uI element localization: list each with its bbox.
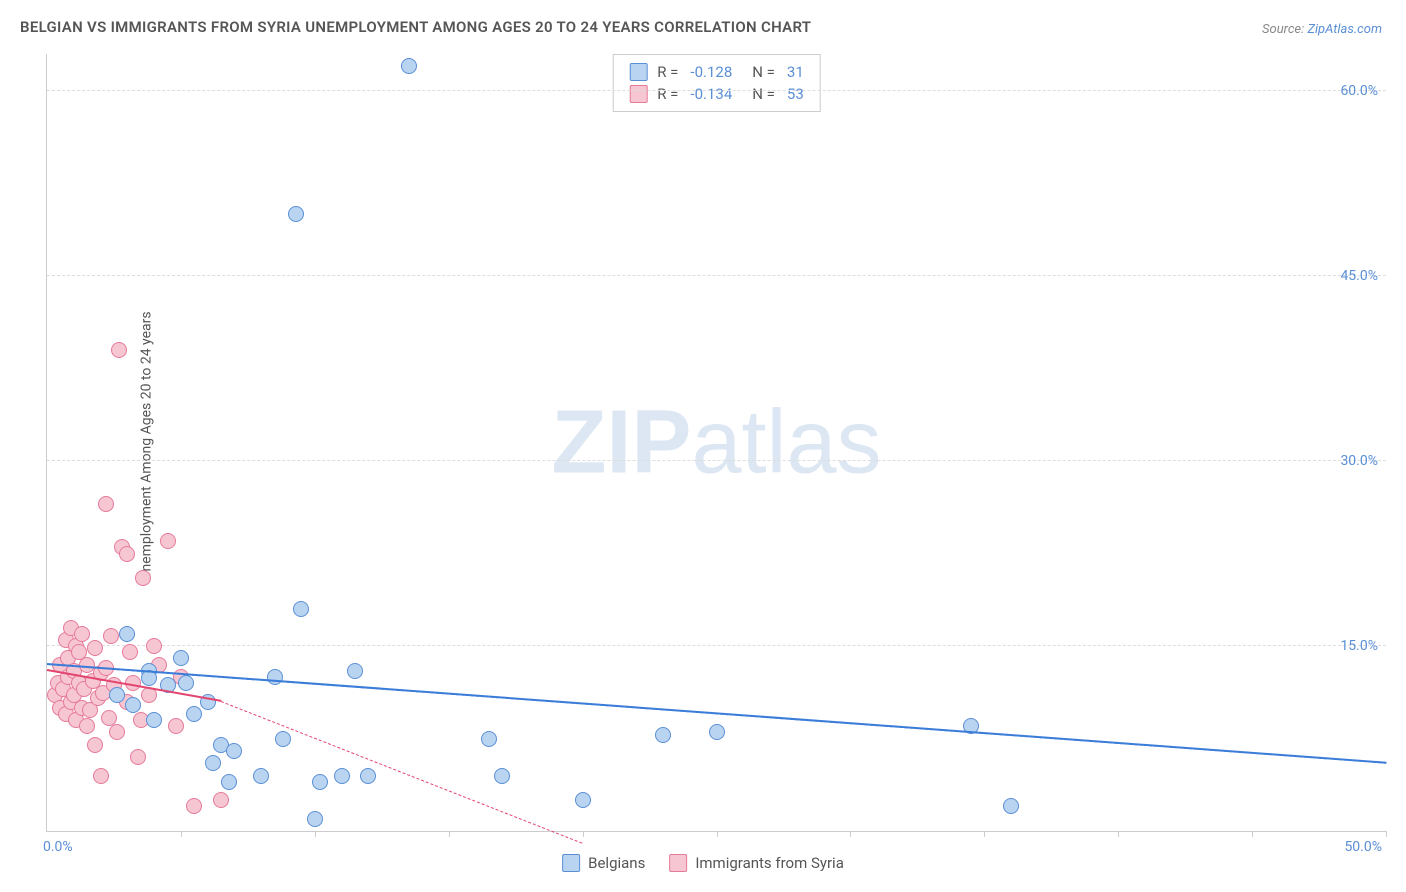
source-link[interactable]: ZipAtlas.com (1307, 22, 1382, 37)
data-point (74, 626, 90, 642)
series-legend: Belgians Immigrants from Syria (562, 854, 844, 872)
watermark: ZIPatlas (551, 391, 881, 494)
data-point (205, 755, 221, 771)
x-axis-origin-label: 0.0% (43, 839, 73, 855)
data-point (213, 792, 229, 808)
stats-swatch-belgians (629, 63, 647, 81)
x-tick (717, 831, 718, 837)
data-point (288, 206, 304, 222)
stats-n-label: N = (752, 63, 775, 81)
data-point (186, 798, 202, 814)
data-point (186, 706, 202, 722)
stats-n-value: 53 (787, 85, 804, 103)
x-tick (984, 831, 985, 837)
y-tick-label: 45.0% (1340, 268, 1378, 284)
data-point (109, 724, 125, 740)
trend-extrapolation (221, 701, 583, 844)
watermark-rest: atlas (691, 392, 881, 492)
correlation-stats-box: R = -0.128 N = 31 R = -0.134 N = 53 (612, 54, 821, 112)
grid-line (47, 275, 1386, 276)
data-point (1003, 798, 1019, 814)
data-point (168, 718, 184, 734)
legend-item-belgians: Belgians (562, 854, 645, 872)
legend-item-syria: Immigrants from Syria (669, 854, 844, 872)
legend-swatch-belgians (562, 854, 580, 872)
x-tick (1252, 831, 1253, 837)
data-point (575, 792, 591, 808)
data-point (178, 675, 194, 691)
legend-swatch-syria (669, 854, 687, 872)
data-point (98, 496, 114, 512)
data-point (655, 727, 671, 743)
x-axis-max-label: 50.0% (1344, 839, 1382, 855)
data-point (709, 724, 725, 740)
watermark-bold: ZIP (551, 392, 691, 492)
data-point (360, 768, 376, 784)
data-point (79, 718, 95, 734)
data-point (122, 644, 138, 660)
data-point (494, 768, 510, 784)
x-tick (1386, 831, 1387, 837)
data-point (146, 638, 162, 654)
legend-label: Immigrants from Syria (695, 854, 844, 872)
trend-extrapolation (47, 664, 1386, 764)
data-point (221, 774, 237, 790)
x-tick (449, 831, 450, 837)
data-point (226, 743, 242, 759)
data-point (119, 626, 135, 642)
legend-label: Belgians (588, 854, 645, 872)
y-tick-label: 30.0% (1340, 453, 1378, 469)
stats-row-syria: R = -0.134 N = 53 (629, 83, 804, 105)
data-point (401, 58, 417, 74)
stats-row-belgians: R = -0.128 N = 31 (629, 61, 804, 83)
data-point (347, 663, 363, 679)
stats-r-label: R = (657, 85, 678, 103)
y-tick-label: 60.0% (1340, 83, 1378, 99)
data-point (312, 774, 328, 790)
y-tick-label: 15.0% (1340, 638, 1378, 654)
stats-n-label: N = (752, 85, 775, 103)
grid-line (47, 90, 1386, 91)
chart-title: BELGIAN VS IMMIGRANTS FROM SYRIA UNEMPLO… (20, 18, 811, 36)
data-point (119, 546, 135, 562)
data-point (293, 601, 309, 617)
data-point (103, 628, 119, 644)
data-point (109, 687, 125, 703)
scatter-plot-area: ZIPatlas 0.0% 50.0% R = -0.128 N = 31 R … (46, 54, 1386, 832)
data-point (275, 731, 291, 747)
data-point (130, 749, 146, 765)
data-point (146, 712, 162, 728)
x-tick (1118, 831, 1119, 837)
stats-swatch-syria (629, 85, 647, 103)
data-point (87, 737, 103, 753)
stats-n-value: 31 (787, 63, 804, 81)
stats-r-value: -0.128 (690, 63, 732, 81)
data-point (135, 570, 151, 586)
data-point (160, 533, 176, 549)
x-tick (315, 831, 316, 837)
x-tick (850, 831, 851, 837)
grid-line (47, 460, 1386, 461)
data-point (307, 811, 323, 827)
x-tick (583, 831, 584, 837)
source-attribution: Source: ZipAtlas.com (1262, 22, 1382, 37)
data-point (253, 768, 269, 784)
data-point (93, 768, 109, 784)
stats-r-value: -0.134 (690, 85, 732, 103)
data-point (111, 342, 127, 358)
data-point (267, 669, 283, 685)
data-point (101, 710, 117, 726)
data-point (87, 640, 103, 656)
grid-line (47, 645, 1386, 646)
data-point (481, 731, 497, 747)
data-point (334, 768, 350, 784)
x-tick (181, 831, 182, 837)
source-label: Source: (1262, 22, 1307, 37)
data-point (173, 650, 189, 666)
data-point (125, 697, 141, 713)
stats-r-label: R = (657, 63, 678, 81)
